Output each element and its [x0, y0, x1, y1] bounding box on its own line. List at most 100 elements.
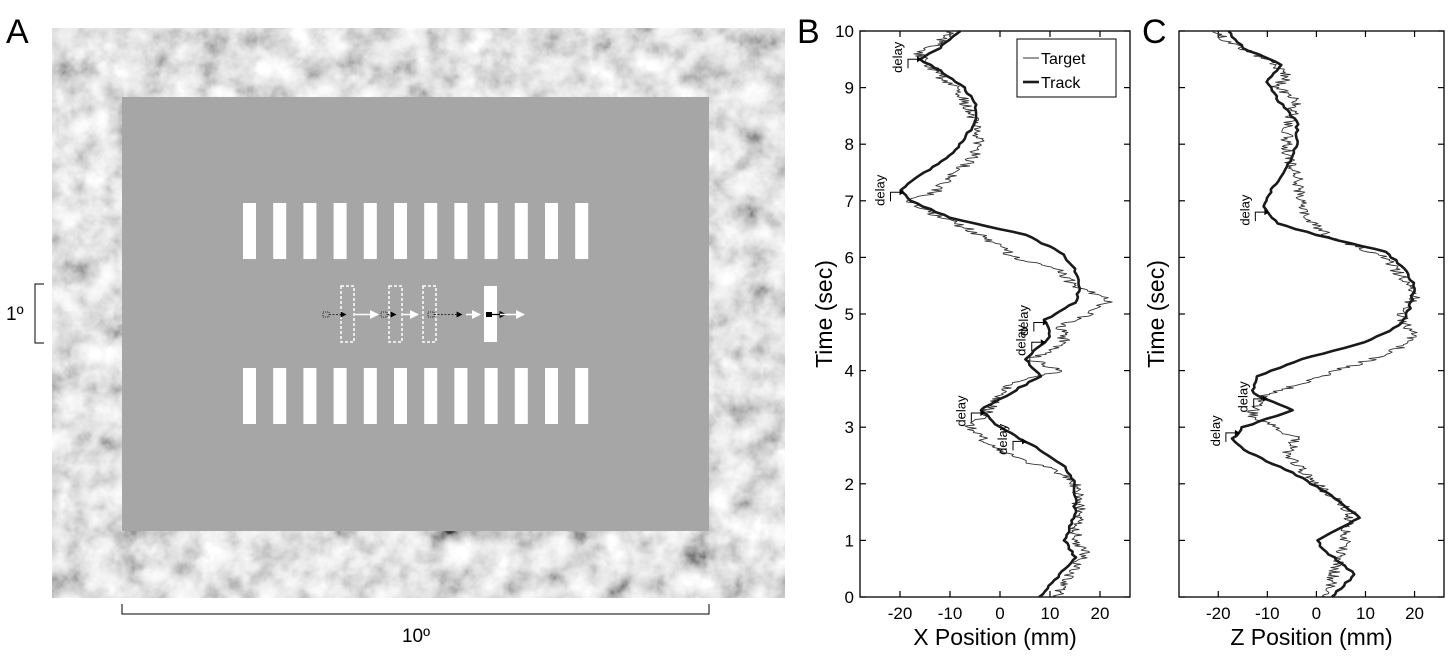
delay-bracket	[1031, 341, 1041, 352]
legend-box	[1016, 38, 1117, 98]
y-tick-label: 8	[845, 135, 854, 154]
grating-bar	[333, 368, 347, 424]
x-tick-label: 0	[995, 604, 1004, 623]
grating-bar	[333, 203, 347, 259]
grating-bar	[273, 368, 287, 424]
y-tick-label: 6	[845, 248, 854, 267]
grating-bar	[273, 203, 287, 259]
delay-label: delay	[995, 423, 1010, 455]
delay-bracket	[907, 58, 917, 69]
plot-frame	[1178, 30, 1445, 598]
delay-label: delay	[890, 41, 905, 73]
panel-c: C -20 -10 0 10 20 Z Position (mm) Time (sec) de…	[1142, 13, 1445, 650]
x-axis-label: Z Position (mm)	[1230, 624, 1392, 650]
cursor	[486, 312, 492, 317]
delay-arrow	[980, 410, 986, 417]
grating-bar	[484, 368, 498, 424]
delay-arrow	[1040, 339, 1046, 346]
x-tick-label: 10	[1041, 604, 1060, 623]
track-series-line	[900, 29, 1082, 599]
y-tick-label: 7	[845, 192, 854, 211]
x-tick-label: -20	[888, 604, 913, 623]
x-tick-label: 0	[1312, 604, 1321, 623]
grating-bar	[545, 203, 558, 259]
delay-arrow	[1042, 319, 1048, 326]
y-tick-label: 2	[845, 475, 854, 494]
grating-bar	[575, 368, 589, 424]
grating-bar	[243, 203, 256, 259]
grating-bar	[575, 203, 589, 259]
plot-b: 0 1 2 3 4 5 6 7 8 9 10 -20 -10 0 10 20 X Position (mm) Ti…	[811, 22, 1131, 650]
delay-bracket	[970, 412, 981, 423]
legend-target-label: Target	[1041, 51, 1086, 68]
bar-grating-top	[243, 203, 589, 259]
y-tick-label: 5	[845, 305, 854, 324]
delay-label: delay	[1016, 304, 1031, 336]
scale-bar-vertical: 1º	[6, 283, 44, 344]
grating-bar	[424, 368, 438, 424]
delay-arrow	[1022, 438, 1027, 445]
y-tick-label: 3	[845, 418, 854, 437]
target-series-line	[1211, 30, 1421, 598]
delay-arrow	[917, 56, 922, 63]
grating-bar	[243, 368, 256, 424]
x-tick-label: 20	[1405, 604, 1424, 623]
plot-frame	[859, 30, 1131, 598]
grating-bar	[514, 368, 528, 424]
track-series-line	[1227, 30, 1416, 599]
x-tick-label: 10	[1356, 604, 1375, 623]
panel-a-label: A	[6, 13, 29, 51]
scale-bar-horizontal-label: 10º	[402, 626, 430, 647]
delay-label: delay	[1208, 415, 1223, 447]
panel-c-label: C	[1142, 13, 1167, 51]
y-tick-label: 1	[845, 531, 854, 550]
delay-arrow	[899, 189, 905, 196]
panel-b-label: B	[797, 13, 820, 51]
grating-bar	[454, 368, 468, 424]
delay-label: delay	[953, 395, 968, 427]
grating-bar	[394, 203, 407, 259]
y-tick-label: 10	[835, 22, 854, 41]
delay-bracket	[1254, 211, 1265, 222]
delay-bracket	[890, 191, 900, 202]
delay-label: delay	[1236, 381, 1251, 413]
grating-bar	[484, 203, 498, 259]
delay-bracket	[1253, 398, 1263, 408]
x-tick-label: -20	[1206, 604, 1231, 623]
delay-bracket	[1225, 432, 1235, 442]
scale-bar-vertical-label: 1º	[6, 304, 24, 325]
delay-arrow	[1262, 395, 1268, 402]
legend-track-label: Track	[1041, 75, 1081, 92]
delay-bracket	[1033, 321, 1043, 332]
x-tick-label: 20	[1091, 604, 1110, 623]
y-tick-label: 4	[845, 362, 854, 381]
y-axis-label: Time (sec)	[811, 260, 837, 368]
y-axis-label: Time (sec)	[1143, 260, 1169, 368]
delay-arrow	[1234, 429, 1240, 436]
target-series-line	[906, 30, 1113, 598]
legend: Target Track	[1016, 38, 1117, 98]
grating-bar	[514, 203, 528, 259]
motion-sequence	[322, 285, 525, 343]
x-axis-label: X Position (mm)	[913, 624, 1077, 650]
panel-b: B 0 1 2 3 4 5 6 7 8 9 10 -20 -10 0 10 20 X Position (mm)…	[797, 13, 1131, 650]
grating-bar	[363, 368, 377, 424]
grating-bar	[363, 203, 377, 259]
x-tick-label: -10	[938, 604, 963, 623]
plot-c: -20 -10 0 10 20 Z Position (mm) Time (sec) dela…	[1143, 30, 1445, 650]
y-tick-label: 0	[845, 588, 854, 607]
grating-bar	[545, 368, 558, 424]
bar-grating-bottom	[243, 368, 589, 424]
y-tick-label: 9	[845, 79, 854, 98]
grating-bar	[454, 203, 468, 259]
delay-arrow	[1264, 209, 1270, 216]
x-tick-label: -10	[1255, 604, 1280, 623]
delay-label: delay	[1014, 324, 1029, 356]
grating-bar	[303, 368, 317, 424]
delay-label: delay	[873, 174, 888, 206]
scale-bar-horizontal: 10º	[121, 604, 710, 647]
delay-label: delay	[1237, 194, 1252, 226]
grating-bar	[303, 203, 317, 259]
grating-bar	[394, 368, 407, 424]
